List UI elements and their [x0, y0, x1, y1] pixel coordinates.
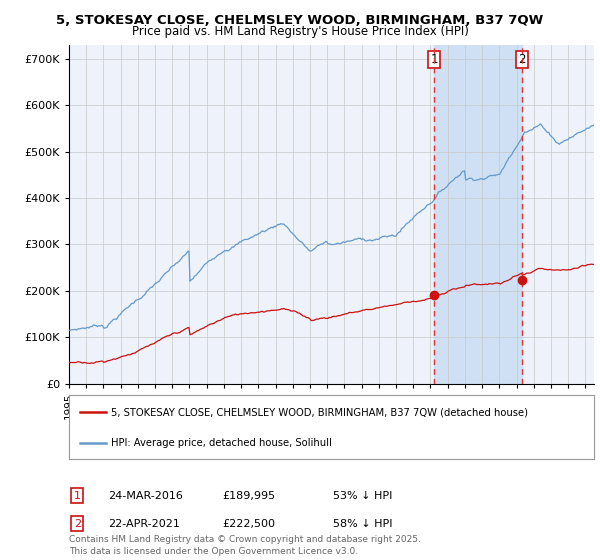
Text: Price paid vs. HM Land Registry's House Price Index (HPI): Price paid vs. HM Land Registry's House …	[131, 25, 469, 38]
Text: 2: 2	[518, 53, 526, 66]
Text: 2: 2	[74, 519, 81, 529]
Text: 1: 1	[431, 53, 438, 66]
Text: Contains HM Land Registry data © Crown copyright and database right 2025.
This d: Contains HM Land Registry data © Crown c…	[69, 535, 421, 556]
Text: 5, STOKESAY CLOSE, CHELMSLEY WOOD, BIRMINGHAM, B37 7QW: 5, STOKESAY CLOSE, CHELMSLEY WOOD, BIRMI…	[56, 14, 544, 27]
Text: 24-MAR-2016: 24-MAR-2016	[108, 491, 183, 501]
Text: 58% ↓ HPI: 58% ↓ HPI	[333, 519, 392, 529]
Text: 22-APR-2021: 22-APR-2021	[108, 519, 180, 529]
Text: 1: 1	[74, 491, 81, 501]
Text: £189,995: £189,995	[222, 491, 275, 501]
Text: £222,500: £222,500	[222, 519, 275, 529]
Text: 5, STOKESAY CLOSE, CHELMSLEY WOOD, BIRMINGHAM, B37 7QW (detached house): 5, STOKESAY CLOSE, CHELMSLEY WOOD, BIRMI…	[111, 407, 528, 417]
Bar	[434, 45, 522, 384]
Text: HPI: Average price, detached house, Solihull: HPI: Average price, detached house, Soli…	[111, 438, 332, 448]
Text: 53% ↓ HPI: 53% ↓ HPI	[333, 491, 392, 501]
